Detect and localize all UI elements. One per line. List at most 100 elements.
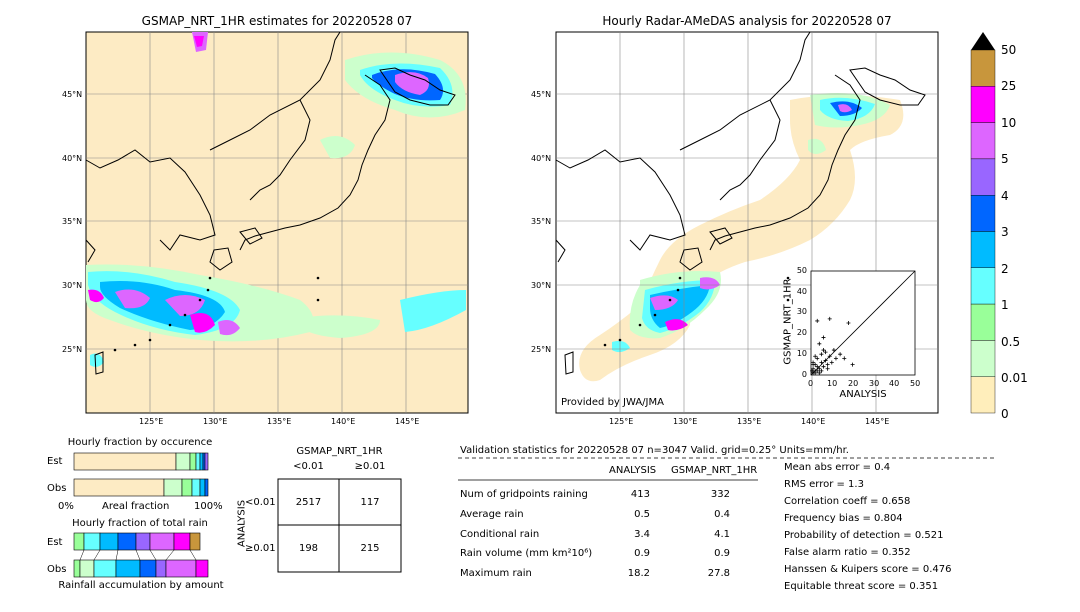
inset-scatter-points bbox=[810, 316, 855, 375]
left-rain-south bbox=[86, 264, 466, 367]
validation-row-analysis: 0.5 bbox=[634, 509, 650, 520]
inset-ytick-50: 50 bbox=[796, 266, 807, 275]
left-islands bbox=[113, 276, 320, 352]
validation-row-analysis: 0.9 bbox=[634, 548, 650, 559]
scatter-point bbox=[813, 368, 818, 373]
validation-row-label: Conditional rain bbox=[460, 529, 540, 540]
inset-xtick-30: 30 bbox=[869, 379, 880, 388]
score-far: False alarm ratio = 0.352 bbox=[784, 547, 911, 558]
contingency-grid bbox=[277, 478, 402, 573]
left-lat-45: 45°N bbox=[62, 90, 83, 99]
scatter-point bbox=[811, 362, 816, 367]
scatter-point bbox=[821, 364, 826, 369]
validation-row-label: Maximum rain bbox=[460, 568, 532, 579]
left-lon-135: 135°E bbox=[267, 417, 292, 426]
validation-row-label: Average rain bbox=[460, 509, 524, 520]
colorbar-label-0.01: 0.01 bbox=[1001, 371, 1028, 385]
colorbar-label-2: 2 bbox=[1001, 262, 1009, 276]
inset-ytick-30: 30 bbox=[796, 307, 807, 316]
contingency-row-ge: ≥0.01 bbox=[245, 543, 276, 554]
total-connectors bbox=[79, 549, 197, 561]
colorbar-label-50: 50 bbox=[1001, 43, 1017, 57]
colorbar-label-3: 3 bbox=[1001, 225, 1009, 239]
colorbar-label-0: 0 bbox=[1001, 407, 1009, 421]
inset-xtick-20: 20 bbox=[848, 379, 859, 388]
colorbar-label-25: 25 bbox=[1001, 79, 1017, 93]
validation-row-label: Num of gridpoints raining bbox=[460, 489, 588, 500]
inset-xlabel: ANALYSIS bbox=[839, 389, 887, 400]
scatter-point bbox=[815, 318, 820, 323]
validation-header: Validation statistics for 20220528 07 n=… bbox=[460, 445, 849, 456]
score-mean-abs-error: Mean abs error = 0.4 bbox=[784, 462, 891, 473]
colorbar-segment bbox=[970, 267, 996, 305]
scatter-point bbox=[825, 366, 830, 371]
colorbar-label-10: 10 bbox=[1001, 116, 1017, 130]
scatter-point bbox=[817, 370, 822, 375]
right-lon-125: 125°E bbox=[609, 417, 634, 426]
scatter-point bbox=[815, 356, 820, 361]
occurrence-axis-right: 100% bbox=[194, 501, 223, 512]
colorbar-label-4: 4 bbox=[1001, 189, 1009, 203]
scatter-point bbox=[838, 352, 843, 357]
inset-ytick-20: 20 bbox=[796, 328, 807, 337]
colorbar-segment bbox=[970, 158, 996, 196]
left-lon-140: 140°E bbox=[331, 417, 356, 426]
scatter-point bbox=[850, 362, 855, 367]
scatter-point bbox=[817, 366, 822, 371]
contingency-cell-fp: 117 bbox=[360, 497, 380, 508]
right-lon-145: 145°E bbox=[865, 417, 890, 426]
colorbar-segment bbox=[970, 376, 996, 414]
validation-col-gsmap: GSMAP_NRT_1HR bbox=[671, 465, 758, 476]
scatter-point bbox=[821, 335, 826, 340]
validation-row-gsmap: 0.9 bbox=[714, 548, 730, 559]
occurrence-est-bar bbox=[73, 452, 209, 471]
occurrence-obs-bar bbox=[73, 478, 209, 497]
score-pod: Probability of detection = 0.521 bbox=[784, 530, 944, 541]
scatter-point bbox=[811, 366, 816, 371]
right-map-title: Hourly Radar-AMeDAS analysis for 2022052… bbox=[602, 14, 892, 28]
contingency-col-lt: <0.01 bbox=[293, 461, 324, 472]
contingency-cell-fn: 198 bbox=[298, 543, 319, 554]
right-coastlines bbox=[555, 31, 926, 375]
left-map-grid bbox=[86, 32, 468, 413]
scatter-point bbox=[821, 348, 826, 353]
validation-row-gsmap: 27.8 bbox=[707, 568, 730, 579]
colorbar-segment bbox=[970, 49, 996, 87]
scatter-point bbox=[819, 368, 824, 373]
validation-row-analysis: 18.2 bbox=[627, 568, 650, 579]
colorbar-segment bbox=[970, 340, 996, 377]
scatter-point bbox=[846, 321, 851, 325]
total-row-obs: Obs bbox=[47, 564, 67, 575]
colorbar bbox=[970, 49, 996, 414]
contingency-row-lt: <0.01 bbox=[245, 497, 276, 508]
validation-row-analysis: 413 bbox=[630, 489, 650, 500]
scatter-point bbox=[819, 352, 824, 357]
scatter-point bbox=[827, 354, 832, 359]
scatter-point bbox=[813, 354, 818, 359]
scatter-point bbox=[819, 360, 824, 365]
colorbar-segment bbox=[970, 194, 996, 232]
total-rain-title: Hourly fraction of total rain bbox=[72, 518, 208, 529]
right-islands bbox=[603, 276, 790, 347]
left-lon-125: 125°E bbox=[139, 417, 164, 426]
validation-row-analysis: 3.4 bbox=[634, 529, 650, 540]
scatter-point bbox=[827, 316, 832, 321]
validation-row-gsmap: 4.1 bbox=[714, 529, 730, 540]
inset-ytick-0: 0 bbox=[801, 370, 807, 379]
right-rain-zone bbox=[579, 92, 904, 382]
contingency-cell-tp: 215 bbox=[360, 543, 380, 554]
right-lat-40: 40°N bbox=[531, 154, 552, 163]
total-est-bar bbox=[73, 532, 201, 551]
validation-col-analysis: ANALYSIS bbox=[609, 465, 657, 476]
validation-row-label: Rain volume (mm km²10⁶) bbox=[460, 548, 593, 559]
contingency-cell-tn: 2517 bbox=[295, 497, 322, 508]
inset-diagonal bbox=[810, 270, 916, 376]
colorbar-label-0.5: 0.5 bbox=[1001, 335, 1021, 349]
total-rain-footer: Rainfall accumulation by amount bbox=[58, 580, 224, 591]
inset-xtick-40: 40 bbox=[889, 379, 900, 388]
left-lat-35: 35°N bbox=[62, 217, 83, 226]
scatter-point bbox=[825, 362, 830, 367]
total-row-est: Est bbox=[47, 537, 63, 548]
